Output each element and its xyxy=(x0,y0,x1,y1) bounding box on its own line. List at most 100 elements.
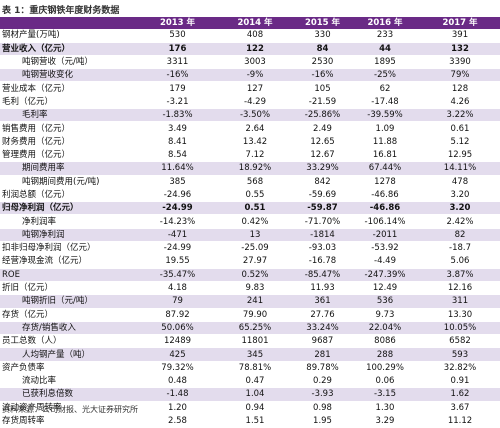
table-row: 营业收入（亿元） 176 122 84 44 132 xyxy=(0,42,500,56)
cell: -18.7 xyxy=(420,241,500,256)
cell: 3.22% xyxy=(420,108,500,123)
cell: 0.42% xyxy=(215,214,295,229)
row-label: 营业成本（亿元） xyxy=(0,81,140,96)
cell: 6582 xyxy=(420,334,500,349)
cell: -16% xyxy=(295,68,350,83)
cell: 385 xyxy=(140,175,215,189)
cell: 478 xyxy=(420,175,500,189)
cell: -25% xyxy=(350,68,420,83)
row-label: 吨钢营收（元/吨） xyxy=(0,55,140,70)
cell: -21.59 xyxy=(295,95,350,110)
row-label: 吨钢净利润 xyxy=(0,228,140,243)
header-cell: 2015 年 xyxy=(295,17,350,30)
cell: 2.58 xyxy=(140,414,215,428)
table-row: 钢材产量(万吨) 530 408 330 233 391 xyxy=(0,29,500,43)
cell: 12.67 xyxy=(295,148,350,163)
cell: 1.51 xyxy=(215,414,295,428)
table-row: 存货周转率 2.58 1.51 1.95 3.29 11.12 xyxy=(0,414,500,428)
table-row: 流动资产周转率 1.20 0.94 0.98 1.30 3.67 xyxy=(0,401,500,415)
cell: 33.29% xyxy=(295,161,350,176)
table-row: 归母净利润（亿元） -24.99 0.51 -59.87 -46.86 3.20 xyxy=(0,201,500,216)
cell: 3003 xyxy=(215,55,295,70)
row-label: 人均钢产量（吨） xyxy=(0,347,140,362)
cell: 1.09 xyxy=(350,121,420,136)
cell: 311 xyxy=(420,294,500,309)
cell: 12.16 xyxy=(420,281,500,296)
cell: 11.12 xyxy=(420,414,500,428)
row-label: 流动资产周转率 xyxy=(0,401,140,415)
row-label: 资产负债率 xyxy=(0,361,140,376)
cell: 281 xyxy=(295,347,350,362)
cell: 4.26 xyxy=(420,95,500,110)
cell: 391 xyxy=(420,29,500,43)
cell: -4.49 xyxy=(350,254,420,269)
cell: 3.20 xyxy=(420,201,500,216)
cell: 330 xyxy=(295,29,350,43)
row-label: ROE xyxy=(0,268,140,282)
row-label: 经营净现金流（亿元） xyxy=(0,254,140,269)
cell: 2.49 xyxy=(295,121,350,136)
cell: 408 xyxy=(215,29,295,43)
cell: 79.90 xyxy=(215,308,295,322)
table-row: 存货/销售收入 50.06% 65.25% 33.24% 22.04% 10.05% xyxy=(0,321,500,336)
row-label: 营业收入（亿元） xyxy=(0,42,140,56)
cell: 425 xyxy=(140,347,215,362)
table-row: 毛利（亿元） -3.21 -4.29 -21.59 -17.48 4.26 xyxy=(0,95,500,110)
cell: 1278 xyxy=(350,175,420,189)
cell: 361 xyxy=(295,294,350,309)
cell: -71.70% xyxy=(295,214,350,229)
row-label: 扣非归母净利润（亿元） xyxy=(0,241,140,256)
row-label: 吨钢营收变化 xyxy=(0,68,140,83)
table-row: 扣非归母净利润（亿元） -24.99 -25.09 -93.03 -53.92 -18.7 xyxy=(0,241,500,256)
header-cell: 2016 年 xyxy=(350,17,420,30)
cell: 241 xyxy=(215,294,295,309)
cell: 12.49 xyxy=(350,281,420,296)
cell: 0.94 xyxy=(215,401,295,415)
cell: -35.47% xyxy=(140,268,215,282)
row-label: 期间费用率 xyxy=(0,161,140,176)
cell: 0.47 xyxy=(215,374,295,389)
cell: 19.55 xyxy=(140,254,215,269)
cell: 0.91 xyxy=(420,374,500,389)
cell: 7.12 xyxy=(215,148,295,163)
cell: -39.59% xyxy=(350,108,420,123)
table-row: 毛利率 -1.83% -3.50% -25.86% -39.59% 3.22% xyxy=(0,108,500,123)
cell: -1814 xyxy=(295,228,350,243)
cell: 1.04 xyxy=(215,387,295,402)
cell: -24.99 xyxy=(140,241,215,256)
cell: 3.20 xyxy=(420,188,500,203)
cell: 1.62 xyxy=(420,387,500,402)
row-label: 归母净利润（亿元） xyxy=(0,201,140,216)
cell: 132 xyxy=(420,42,500,56)
table-row: 经营净现金流（亿元） 19.55 27.97 -16.78 -4.49 5.06 xyxy=(0,254,500,269)
cell: 32.82% xyxy=(420,361,500,376)
row-label: 钢材产量(万吨) xyxy=(0,29,140,43)
cell: 1895 xyxy=(350,55,420,70)
cell: -3.15 xyxy=(350,387,420,402)
row-label: 流动比率 xyxy=(0,374,140,389)
cell: 11801 xyxy=(215,334,295,349)
cell: 5.12 xyxy=(420,135,500,149)
cell: -2011 xyxy=(350,228,420,243)
cell: 3.49 xyxy=(140,121,215,136)
cell: 176 xyxy=(140,42,215,56)
cell: 0.98 xyxy=(295,401,350,415)
row-label: 毛利率 xyxy=(0,108,140,123)
cell: 10.05% xyxy=(420,321,500,336)
cell: 100.29% xyxy=(350,361,420,376)
header-cell: 2014 年 xyxy=(215,17,295,30)
cell: 13 xyxy=(215,228,295,243)
cell: 79.32% xyxy=(140,361,215,376)
cell: 536 xyxy=(350,294,420,309)
cell: 4.18 xyxy=(140,281,215,296)
table-row: 销售费用（亿元） 3.49 2.64 2.49 1.09 0.61 xyxy=(0,121,500,136)
cell: 27.97 xyxy=(215,254,295,269)
table-title: 表 1：重庆钢铁年度财务数据 xyxy=(2,6,120,16)
cell: -3.93 xyxy=(295,387,350,402)
cell: 530 xyxy=(140,29,215,43)
cell: 1.30 xyxy=(350,401,420,415)
cell: 78.81% xyxy=(215,361,295,376)
cell: 27.76 xyxy=(295,308,350,322)
cell: 12.95 xyxy=(420,148,500,163)
table-row: 吨钢净利润 -471 13 -1814 -2011 82 xyxy=(0,228,500,243)
